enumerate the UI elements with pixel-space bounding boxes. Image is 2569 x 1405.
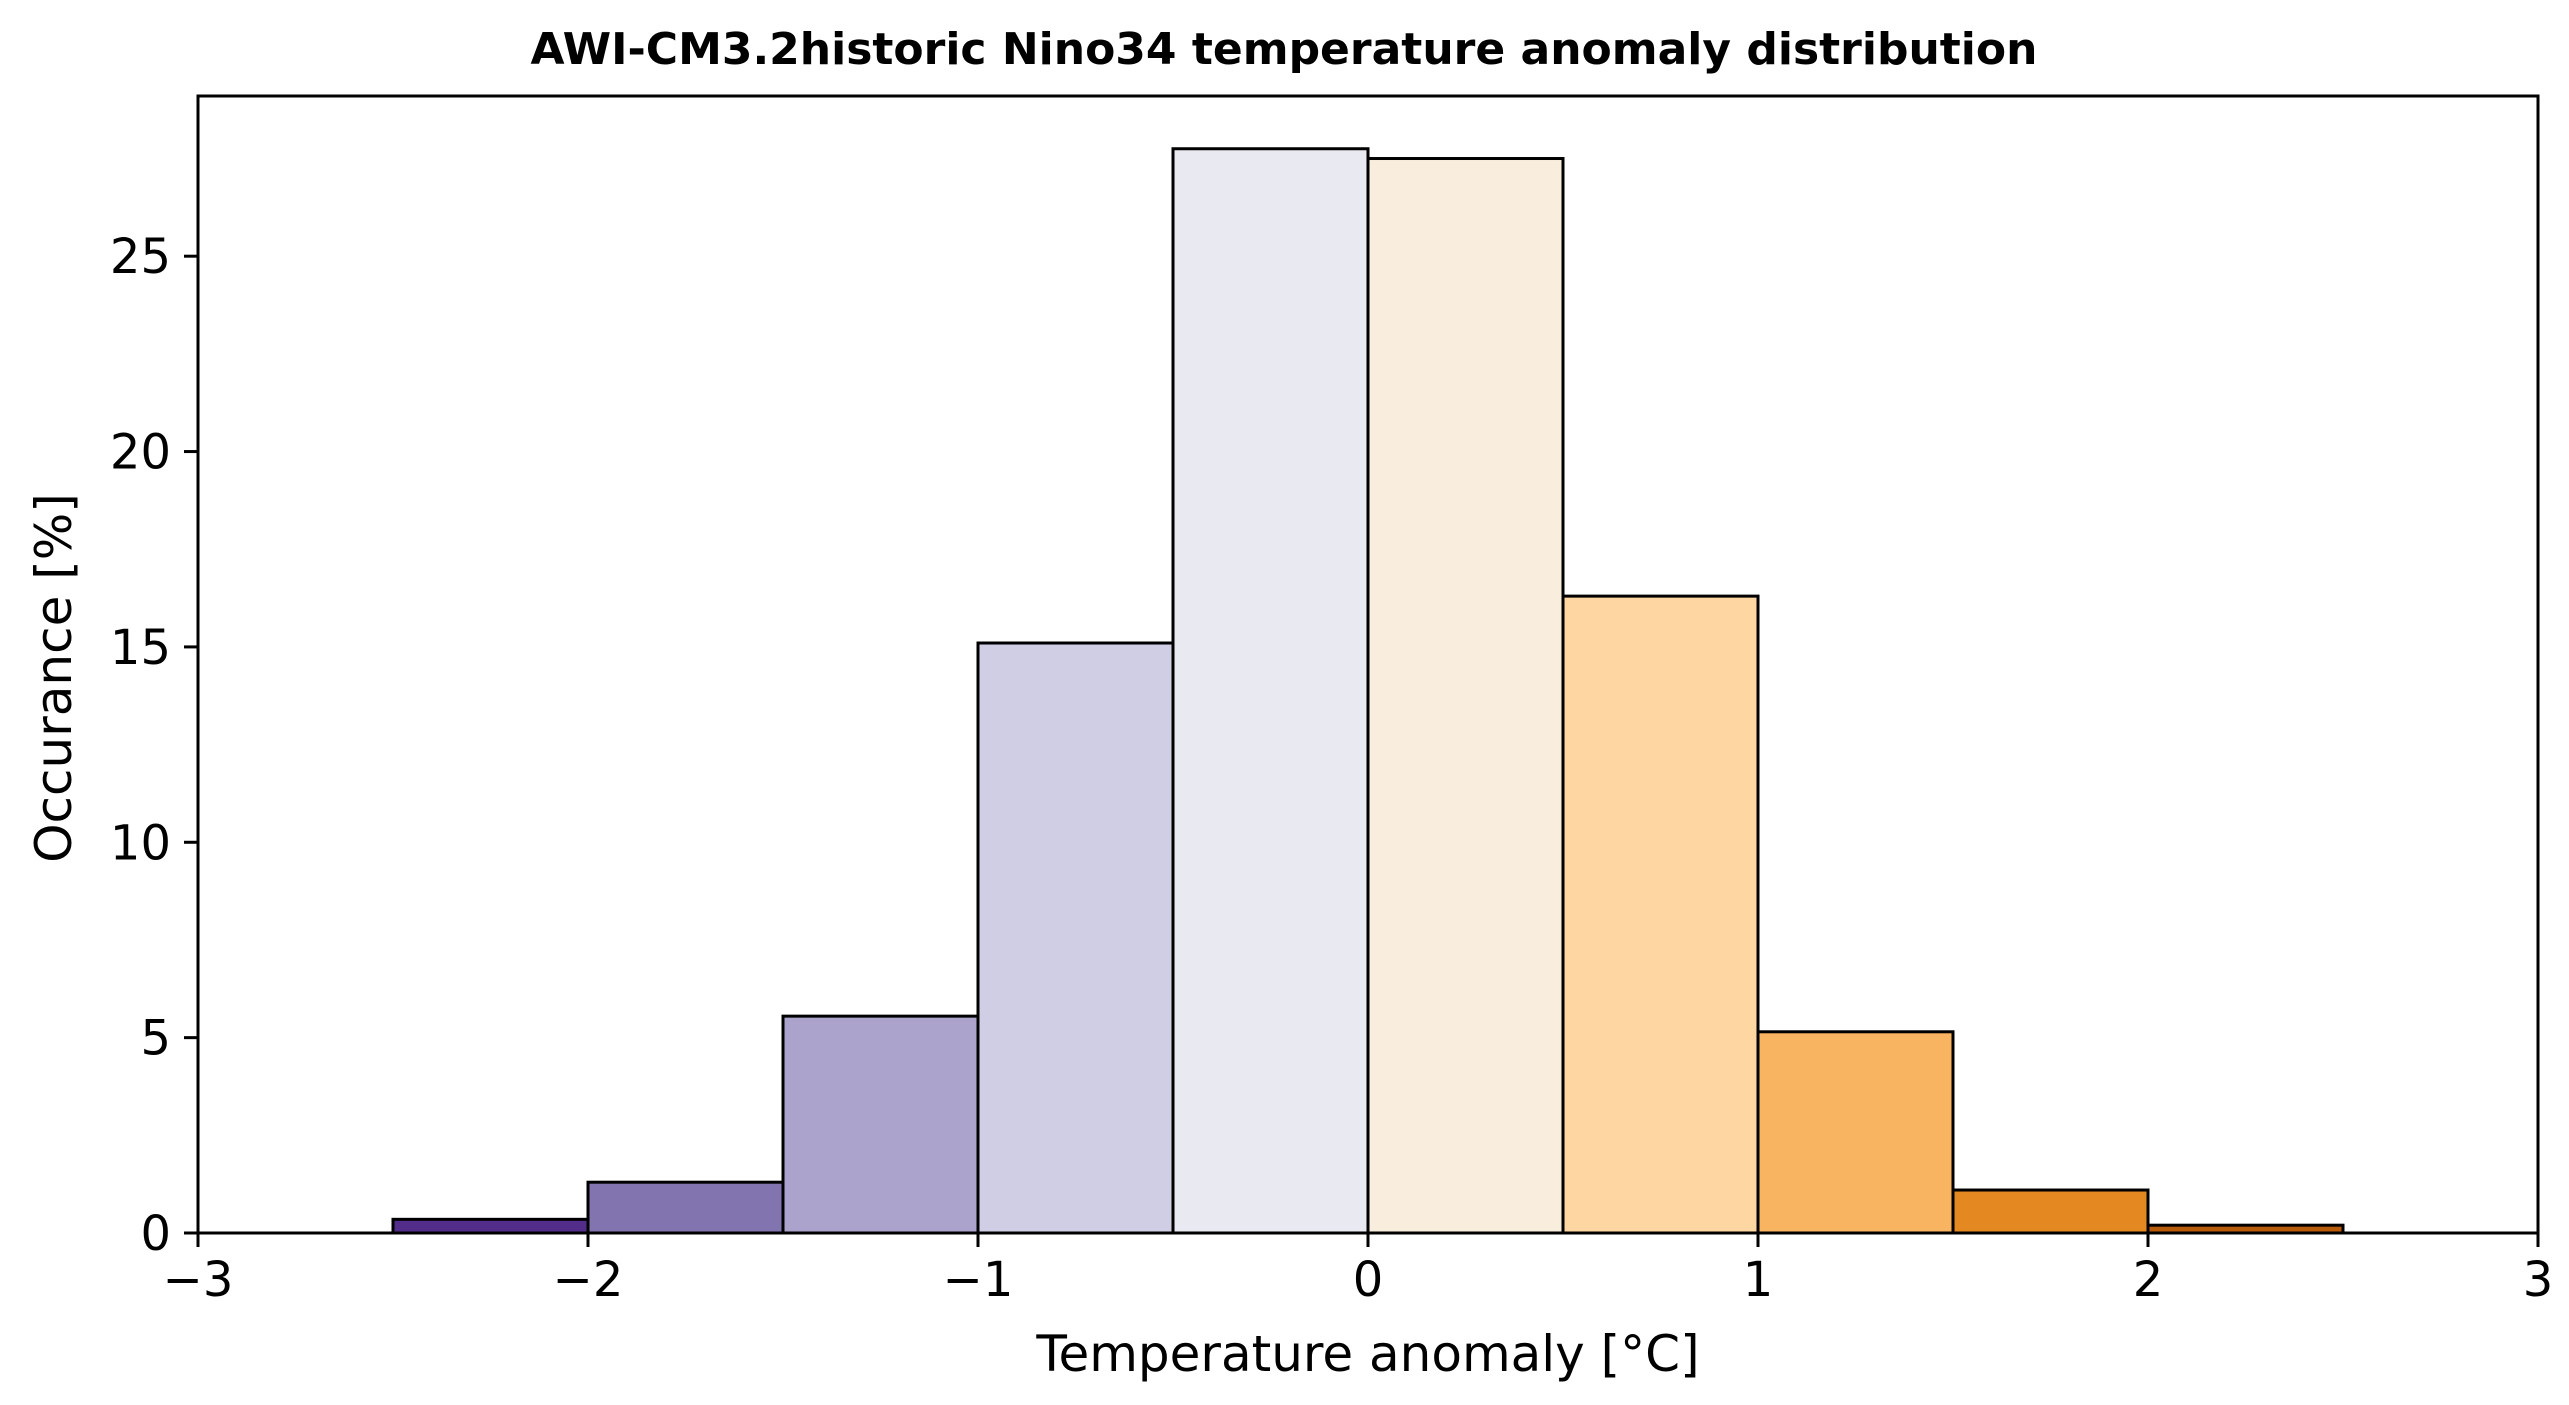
y-tick-label: 5 [140,1011,171,1067]
bars-layer [391,147,2345,1235]
x-tick-label: 3 [2523,1252,2554,1308]
y-tick-label: 0 [140,1206,171,1262]
histogram-bar [1756,1030,1955,1235]
ticks-layer: −3 −2 −1 0 1 2 3 0 5 10 15 20 25 [110,229,2553,1308]
histogram-bar [1366,157,1565,1235]
chart-title: AWI-CM3.2historic Nino34 temperature ano… [531,24,2038,75]
x-axis-label: Temperature anomaly [°C] [1035,1325,1699,1383]
histogram-bar [391,1217,590,1235]
y-axis-label: Occurance [%] [25,493,83,863]
x-tick-label: −1 [943,1252,1014,1308]
histogram-bar [586,1180,785,1235]
x-tick-label: −2 [553,1252,624,1308]
x-tick-label: 1 [1743,1252,1774,1308]
x-tick-label: 0 [1353,1252,1384,1308]
histogram-bar [1561,594,1760,1235]
histogram-bar [781,1014,980,1235]
x-tick-label: −3 [163,1252,234,1308]
histogram-bar [976,641,1175,1235]
x-tick-label: 2 [2133,1252,2164,1308]
y-tick-label: 10 [110,815,171,871]
y-tick-label: 15 [110,620,171,676]
histogram-bar [1171,147,1370,1235]
y-tick-label: 20 [110,425,171,481]
y-tick-label: 25 [110,229,171,285]
histogram-bar [1951,1188,2150,1235]
